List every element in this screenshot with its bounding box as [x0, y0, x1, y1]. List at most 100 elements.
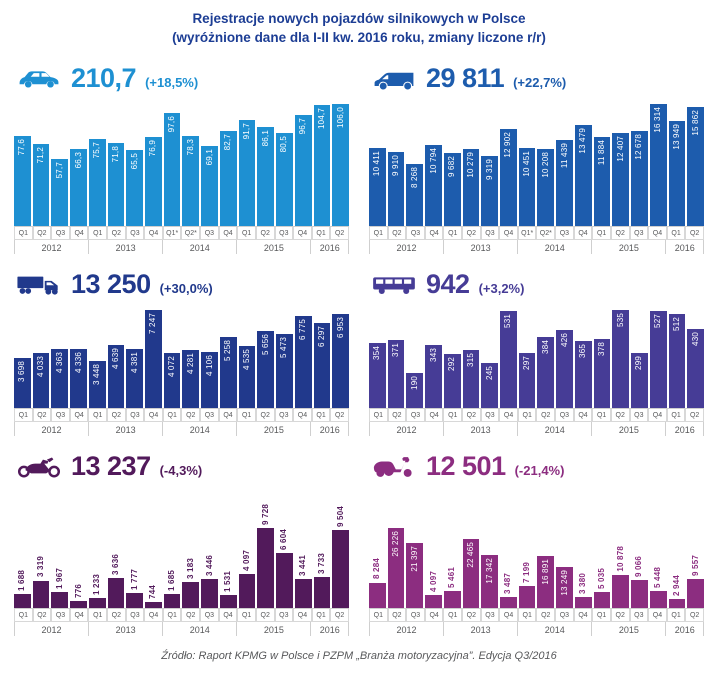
- bus-icon: [371, 272, 417, 297]
- bar-slot: 6 297: [313, 308, 331, 408]
- year-axis: 2012 2013 2014 2015 2016: [14, 621, 349, 636]
- quarter-label: Q4: [648, 608, 667, 622]
- bar: 3 446: [201, 555, 218, 608]
- bar-value-label: 97,6: [167, 116, 177, 133]
- quarter-label: Q4: [424, 408, 444, 422]
- bar-value-label: 4 639: [110, 348, 120, 370]
- quarter-label: Q3: [555, 226, 574, 240]
- quarter-label: Q3: [200, 408, 219, 422]
- bar-value-label: 77,6: [17, 139, 27, 156]
- year-label: 2016: [311, 621, 349, 636]
- bar-value-label: 245: [484, 365, 494, 380]
- quarter-label: Q4: [499, 226, 518, 240]
- quarter-label: Q1: [369, 608, 388, 622]
- bar-value-label: 21 397: [409, 545, 419, 572]
- quarter-label: Q2: [32, 408, 52, 422]
- bar-slot: 4 097: [425, 490, 442, 608]
- chart-change-percent: (-4,3%): [159, 462, 203, 478]
- bar: 86,1: [257, 126, 275, 226]
- bar-slot: 3 698: [14, 308, 31, 408]
- bar-value-label: 1 531: [223, 571, 233, 593]
- bar-slot: 106,0: [332, 102, 349, 226]
- bar-value-label: 744: [148, 584, 158, 599]
- year-axis: 2012 2013 2014 2015 2016: [369, 421, 704, 436]
- bar: 1 233: [88, 574, 106, 608]
- year-label: 2016: [311, 421, 349, 436]
- quarter-label: Q3: [274, 408, 294, 422]
- bar: 3 441: [294, 555, 312, 608]
- bar: 4 072: [163, 352, 181, 408]
- chart-header: 942 (+3,2%): [371, 264, 704, 306]
- quarter-label: Q2: [685, 608, 704, 622]
- scooter-icon: [371, 454, 417, 479]
- bar-value-label: 91,7: [241, 123, 251, 140]
- bar-slot: 371: [387, 308, 405, 408]
- bar-value-label: 106,0: [335, 106, 345, 128]
- bar: 7 247: [145, 309, 162, 408]
- bar-slot: 3 446: [201, 490, 218, 608]
- bar-value-label: 4 097: [241, 550, 251, 572]
- bar-slot: 13 479: [574, 102, 592, 226]
- bar: 9 319: [481, 156, 499, 226]
- bar-value-label: 4 535: [241, 349, 251, 371]
- bar: 71,2: [32, 143, 50, 226]
- bar: 378: [593, 338, 611, 408]
- quarter-label: Q1: [311, 226, 331, 240]
- bar: 10 794: [425, 145, 442, 226]
- quarter-label: Q2*: [536, 226, 556, 240]
- motorcycle-icon: [16, 454, 62, 479]
- bar-value-label: 15 862: [690, 110, 700, 136]
- quarter-label: Q4: [144, 408, 163, 422]
- bar-value-label: 10 279: [465, 151, 475, 178]
- bar-value-label: 384: [540, 340, 550, 355]
- bar: 297: [518, 353, 536, 408]
- bar-slot: 430: [687, 308, 704, 408]
- bar-value-label: 5 473: [279, 336, 289, 358]
- bar-value-label: 66,3: [73, 152, 83, 169]
- quarter-label: Q2: [685, 226, 704, 240]
- bar-slot: 3 448: [88, 308, 106, 408]
- chart-header: 12 501 (-21,4%): [371, 446, 704, 488]
- quarter-label: Q4: [218, 226, 238, 240]
- quarter-label: Q1: [88, 608, 108, 622]
- bar-slot: 21 397: [406, 490, 424, 608]
- bar-value-label: 5 448: [653, 567, 663, 589]
- charts-grid: 210,7 (+18,5%) 77,6 71,2 57,7 66,3 75,7 71,8 6…: [8, 58, 710, 636]
- bar-slot: 11 439: [556, 102, 573, 226]
- year-label: 2013: [444, 421, 519, 436]
- bar: 6 953: [332, 313, 349, 408]
- bar: 80,5: [276, 133, 293, 226]
- quarter-label: Q1: [517, 408, 537, 422]
- bar-slot: 69,1: [201, 102, 218, 226]
- quarter-label: Q1: [14, 408, 33, 422]
- bar-slot: 5 448: [649, 490, 667, 608]
- bar: 4 363: [51, 348, 69, 408]
- quarter-axis: Q1 Q2 Q3 Q4 Q1 Q2 Q3 Q4 Q1* Q2* Q3 Q4 Q1 Q2 Q3 Q4 Q1 Q2: [369, 225, 704, 240]
- bar: 9 728: [257, 504, 275, 608]
- bar-slot: 16 314: [649, 102, 667, 226]
- quarter-label: Q1: [369, 226, 388, 240]
- bar-slot: 4 281: [182, 308, 200, 408]
- quarter-label: Q2: [387, 226, 407, 240]
- bar-value-label: 1 233: [92, 573, 102, 595]
- quarter-label: Q1: [592, 226, 611, 240]
- quarter-label: Q2: [32, 608, 52, 622]
- bar: 245: [481, 362, 499, 408]
- bar-value-label: 4 097: [428, 571, 438, 593]
- bar-value-label: 299: [634, 356, 644, 370]
- bar-value-label: 527: [653, 314, 663, 329]
- bar-plot: 77,6 71,2 57,7 66,3 75,7 71,8 65,5 76,9 97,6 78,3…: [14, 102, 349, 226]
- bar: 75,7: [88, 138, 106, 226]
- bar-value-label: 13 949: [671, 124, 681, 151]
- bar-value-label: 3 733: [316, 553, 326, 575]
- bar-value-label: 86,1: [260, 129, 270, 147]
- bar: 512: [668, 314, 686, 408]
- quarter-axis: Q1 Q2 Q3 Q4 Q1 Q2 Q3 Q4 Q1 Q2 Q3 Q4 Q1 Q2 Q3 Q4 Q1 Q2: [369, 407, 704, 422]
- year-label: 2016: [666, 621, 704, 636]
- bar: 190: [406, 372, 424, 408]
- bar: 15 862: [687, 107, 704, 226]
- quarter-label: Q2: [536, 608, 556, 622]
- bar-slot: 10 794: [425, 102, 442, 226]
- quarter-label: Q1*: [517, 226, 537, 240]
- bar-slot: 17 342: [481, 490, 499, 608]
